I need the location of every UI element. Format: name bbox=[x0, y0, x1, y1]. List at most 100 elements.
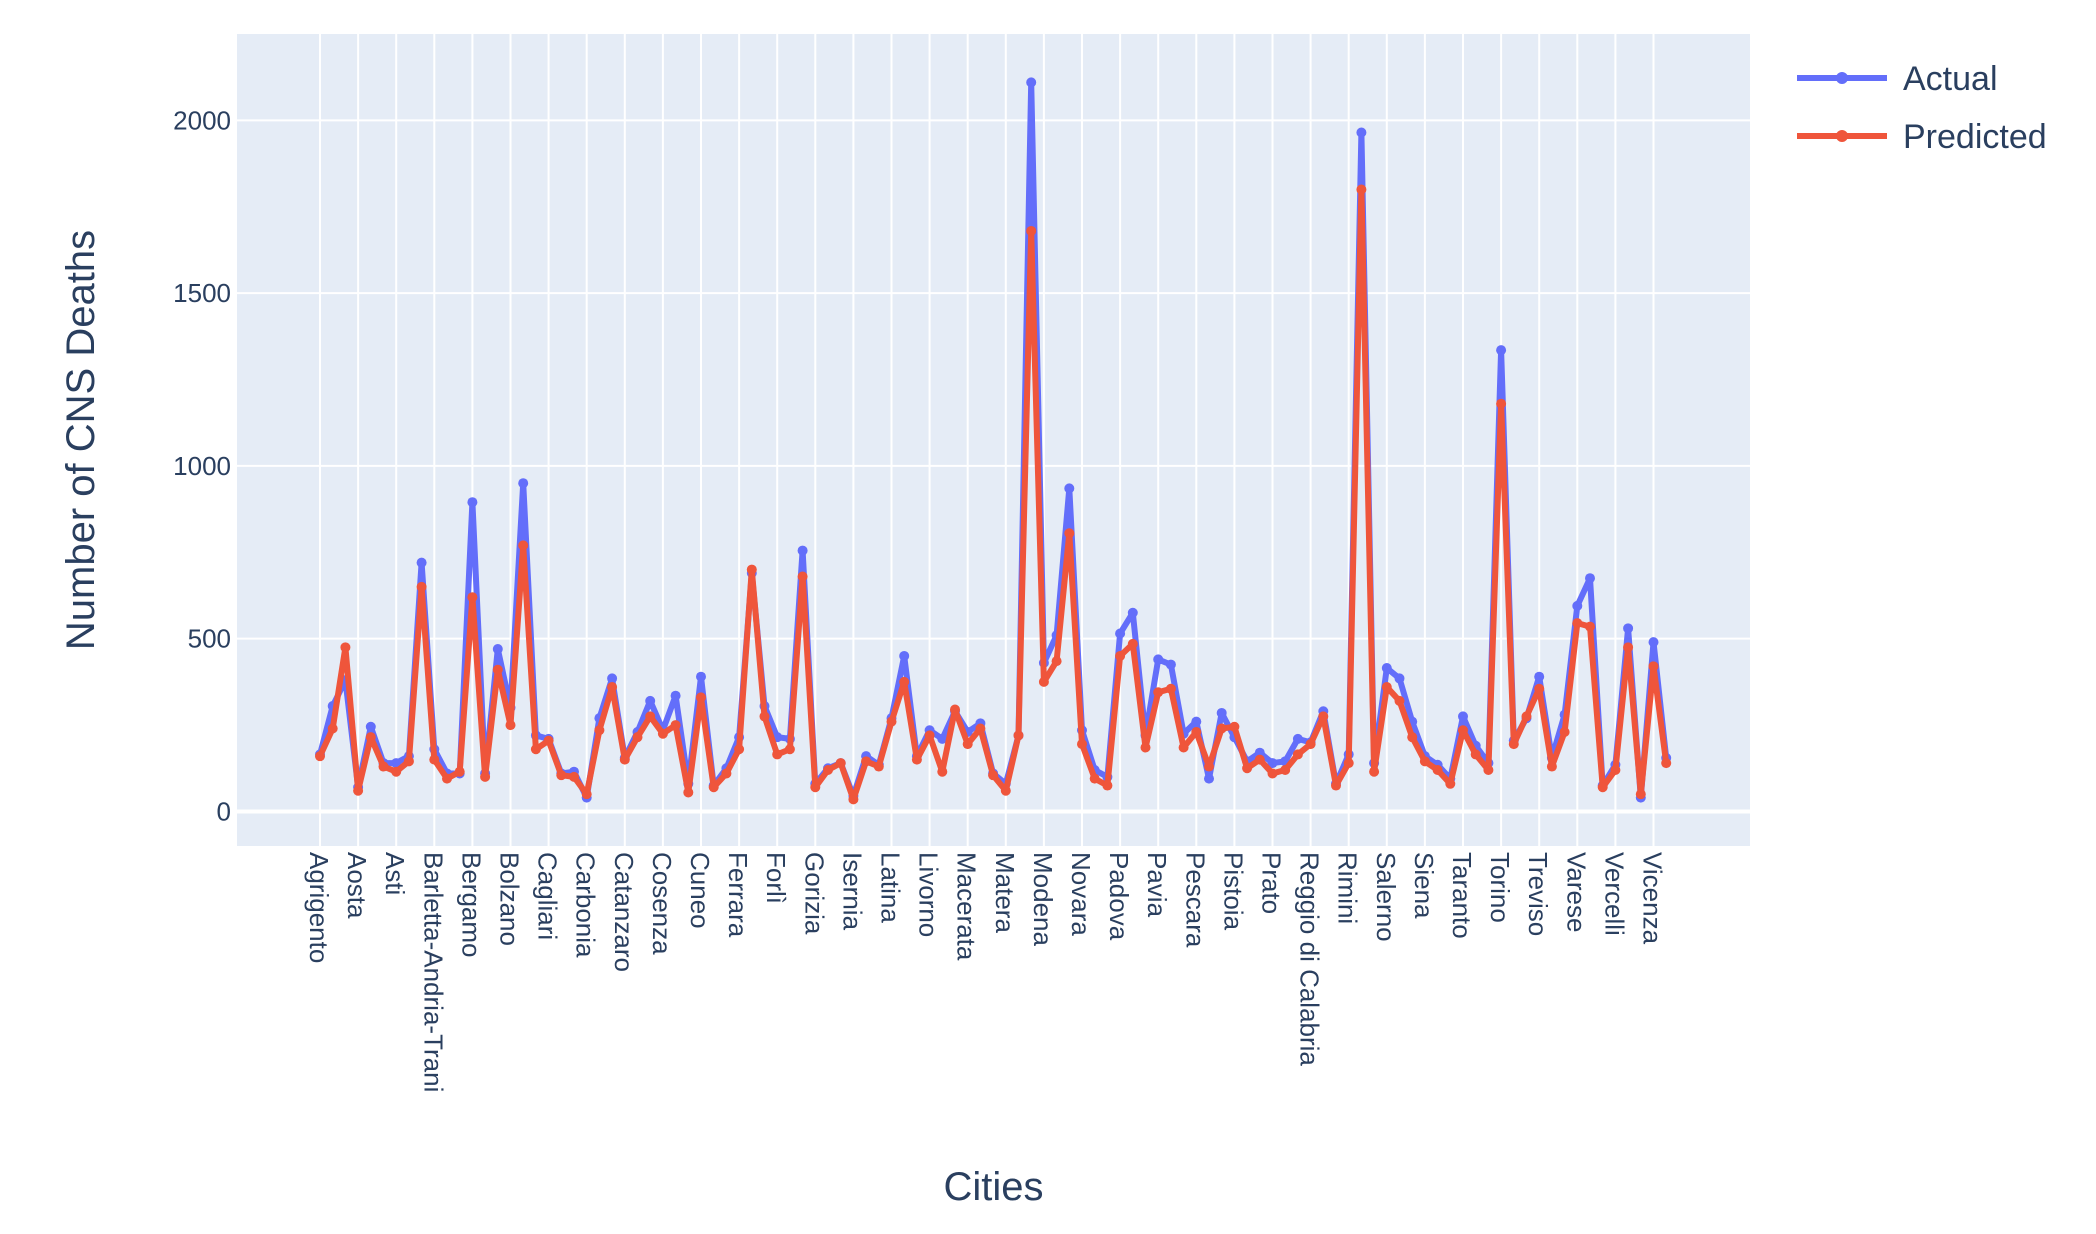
data-point bbox=[543, 735, 554, 746]
x-tick-label: Modena bbox=[1028, 852, 1058, 946]
x-tick-label: Ferrara bbox=[723, 852, 753, 938]
data-point bbox=[1445, 778, 1456, 789]
data-point bbox=[784, 744, 795, 755]
x-tick-label: Livorno bbox=[914, 852, 944, 937]
data-point bbox=[1242, 763, 1253, 774]
data-point bbox=[696, 671, 706, 682]
data-point bbox=[1458, 711, 1468, 722]
data-point bbox=[1267, 758, 1278, 769]
data-point bbox=[505, 720, 516, 731]
x-tick-label: Reggio di Calabria bbox=[1295, 852, 1325, 1066]
x-axis-title: Cities bbox=[943, 1165, 1043, 1209]
y-axis-title: Number of CNS Deaths bbox=[59, 230, 103, 650]
data-point bbox=[746, 564, 757, 575]
data-point bbox=[353, 785, 364, 796]
data-point bbox=[1496, 398, 1507, 409]
data-point bbox=[988, 770, 999, 781]
data-point bbox=[1165, 659, 1176, 670]
data-point bbox=[454, 766, 465, 777]
data-point bbox=[1305, 739, 1316, 750]
data-point bbox=[1204, 773, 1214, 784]
data-point bbox=[518, 540, 529, 551]
data-point bbox=[1127, 607, 1138, 618]
data-point bbox=[1597, 782, 1608, 793]
x-tick-label: Cuneo bbox=[685, 852, 715, 929]
data-point bbox=[1254, 754, 1265, 765]
data-point bbox=[1610, 764, 1621, 775]
data-point bbox=[1381, 663, 1392, 674]
data-point bbox=[1204, 761, 1214, 772]
data-point bbox=[1661, 758, 1672, 769]
data-point bbox=[1585, 621, 1595, 632]
data-point bbox=[1648, 661, 1659, 672]
data-point bbox=[556, 770, 567, 781]
x-tick-label: Prato bbox=[1257, 852, 1287, 914]
data-point bbox=[1013, 730, 1024, 741]
y-tick-label: 1000 bbox=[173, 451, 231, 481]
data-point bbox=[759, 711, 770, 722]
data-point bbox=[1623, 642, 1634, 653]
data-point bbox=[937, 766, 948, 777]
data-point bbox=[1292, 733, 1303, 744]
data-point bbox=[835, 758, 846, 769]
data-point bbox=[1229, 721, 1240, 732]
x-tick-label: Cosenza bbox=[647, 852, 677, 955]
x-tick-label: Pavia bbox=[1142, 852, 1172, 918]
x-tick-label: Torino bbox=[1485, 852, 1515, 923]
data-point bbox=[340, 642, 351, 653]
data-point bbox=[315, 751, 325, 762]
data-point bbox=[530, 744, 541, 755]
data-point bbox=[1153, 687, 1164, 698]
data-point bbox=[1115, 650, 1126, 661]
data-point bbox=[1470, 749, 1481, 760]
y-tick-label: 1500 bbox=[173, 278, 231, 308]
data-point bbox=[797, 571, 808, 582]
data-point bbox=[899, 650, 910, 661]
x-tick-label: Barletta-Andria-Trani bbox=[418, 852, 448, 1092]
y-tick-label: 2000 bbox=[173, 105, 231, 135]
data-point bbox=[797, 545, 808, 556]
data-point bbox=[365, 721, 376, 732]
data-point bbox=[1026, 225, 1037, 236]
legend-marker-actual bbox=[1836, 72, 1848, 84]
data-point bbox=[569, 771, 579, 782]
data-point bbox=[823, 764, 833, 775]
data-point bbox=[391, 766, 402, 777]
data-point bbox=[734, 744, 745, 755]
data-point bbox=[1318, 711, 1329, 722]
data-point bbox=[645, 711, 656, 722]
data-point bbox=[1064, 483, 1075, 494]
data-point bbox=[1000, 785, 1011, 796]
data-point bbox=[1064, 528, 1075, 539]
data-point bbox=[1254, 747, 1265, 758]
x-axis-ticks: Agrigento Aosta Asti Barletta-Andria-Trani B… bbox=[304, 852, 1668, 1092]
data-point bbox=[1508, 739, 1519, 750]
data-point bbox=[1026, 77, 1037, 88]
data-point bbox=[1394, 695, 1405, 706]
data-point bbox=[1115, 628, 1126, 639]
data-point bbox=[1419, 756, 1430, 767]
data-point bbox=[1102, 780, 1113, 791]
data-point bbox=[810, 782, 821, 793]
data-point bbox=[1648, 637, 1659, 648]
y-tick-label: 0 bbox=[217, 796, 231, 826]
x-tick-label: Rimini bbox=[1333, 852, 1363, 924]
data-point bbox=[1216, 707, 1227, 718]
data-point bbox=[1331, 780, 1341, 791]
data-point bbox=[1051, 656, 1062, 667]
x-tick-label: Isernia bbox=[837, 852, 867, 931]
data-point bbox=[670, 720, 681, 731]
x-tick-label: Taranto bbox=[1447, 852, 1477, 939]
data-point bbox=[1394, 673, 1405, 684]
series-predicted bbox=[315, 184, 1672, 805]
data-point bbox=[1623, 623, 1634, 634]
data-point bbox=[467, 592, 478, 603]
data-point bbox=[1585, 573, 1595, 584]
data-point bbox=[886, 716, 897, 727]
data-point bbox=[1572, 618, 1583, 629]
y-axis-ticks: 0 500 1000 1500 2000 bbox=[173, 105, 231, 826]
y-tick-label: 500 bbox=[188, 624, 231, 654]
data-point bbox=[1292, 749, 1303, 760]
x-tick-label: Vercelli bbox=[1599, 852, 1629, 936]
